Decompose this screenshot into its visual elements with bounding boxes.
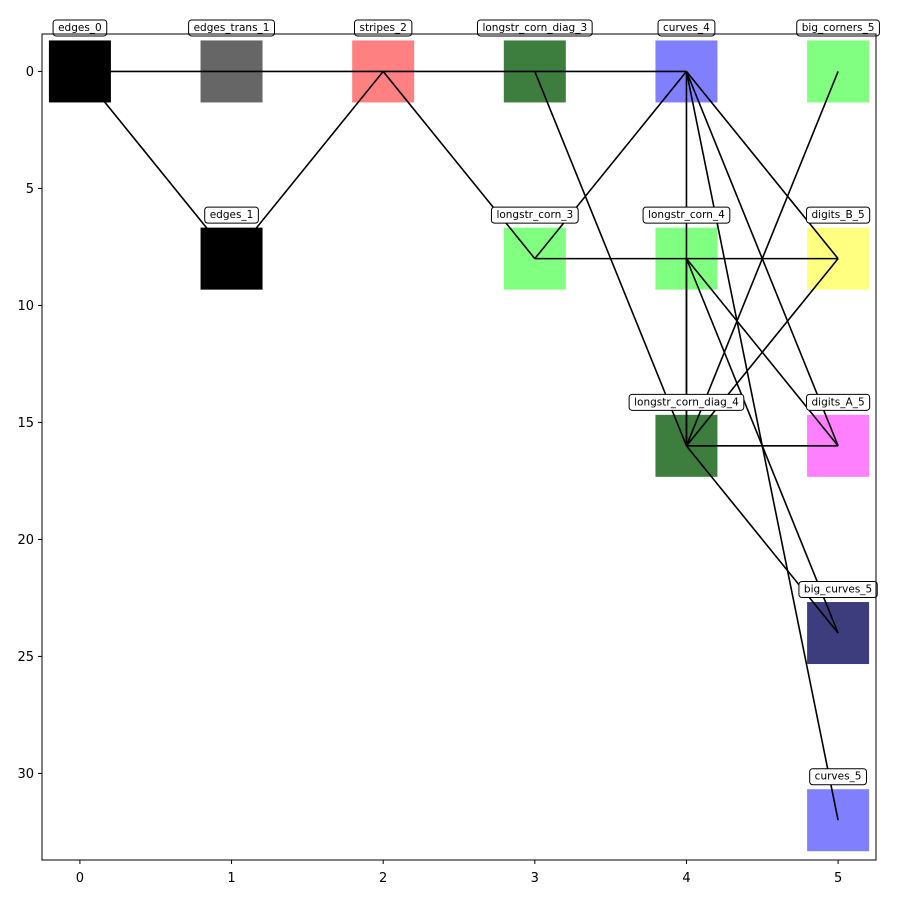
node-label-edges_trans_1: edges_trans_1 (188, 19, 275, 37)
node-label-longstr_corn_3: longstr_corn_3 (490, 206, 579, 224)
node-label-text: edges_1 (210, 209, 254, 221)
x-tick-label: 2 (379, 871, 387, 886)
y-tick-label: 30 (17, 767, 34, 782)
node-label-box (476, 19, 593, 37)
node-label-box (642, 206, 731, 224)
node-label-text: digits_B_5 (812, 209, 865, 221)
x-tick-label: 3 (531, 871, 539, 886)
node-label-edges_0: edges_0 (52, 19, 108, 37)
y-tick-label: 0 (26, 65, 34, 80)
node-label-text: longstr_corn_4 (648, 209, 725, 221)
node-label-text: longstr_corn_3 (496, 209, 573, 221)
node-label-digits_A_5: digits_A_5 (806, 393, 871, 411)
node-label-box (806, 206, 871, 224)
x-axis: 0 1 2 3 4 5 (76, 860, 842, 886)
edge-longstr_corn_3-to-curves_4 (534, 70, 688, 260)
node-label-text: big_corners_5 (802, 22, 875, 34)
node-label-box (796, 19, 880, 37)
plot-frame (41, 33, 877, 861)
edge-longstr_corn_diag_4-to-big_corners_5 (685, 71, 839, 447)
node-label-box (806, 393, 871, 411)
y-tick-label: 25 (17, 650, 34, 665)
y-axis: 0 5 10 15 20 25 30 (17, 65, 42, 782)
node-label-box (188, 19, 275, 37)
y-tick-label: 15 (17, 416, 34, 431)
x-tick-label: 1 (227, 871, 235, 886)
node-label-digits_B_5: digits_B_5 (806, 206, 871, 224)
node-label-box (490, 206, 579, 224)
node-label-stripes_2: stripes_2 (354, 19, 413, 37)
edge-stripes_2-to-longstr_corn_3 (382, 70, 536, 260)
node-label-curves_5: curves_5 (809, 768, 868, 786)
node-label-box (52, 19, 108, 37)
node-square-edges_1 (200, 227, 263, 290)
node-label-text: digits_A_5 (812, 396, 865, 408)
node-label-text: edges_trans_1 (194, 22, 270, 34)
y-tick-label: 10 (17, 299, 34, 314)
node-label-text: stripes_2 (360, 22, 407, 34)
node-label-box (798, 581, 878, 599)
edge-edges_1-to-stripes_2 (230, 70, 384, 260)
node-label-box (809, 768, 868, 786)
node-label-longstr_corn_diag_3: longstr_corn_diag_3 (476, 19, 593, 37)
node-label-box (204, 206, 259, 224)
edge-longstr_corn_diag_4-to-digits_B_5 (685, 258, 839, 447)
y-tick-label: 5 (26, 182, 34, 197)
edges-layer (79, 70, 839, 821)
edge-edges_0-to-edges_1 (79, 70, 233, 260)
node-label-text: longstr_corn_diag_3 (482, 22, 587, 34)
node-label-edges_1: edges_1 (204, 206, 259, 224)
y-tick-label: 20 (17, 533, 34, 548)
edge-longstr_corn_diag_4-to-big_curves_5 (685, 445, 839, 634)
x-tick-label: 4 (682, 871, 690, 886)
node-label-box (354, 19, 413, 37)
edge-curves_4-to-digits_B_5 (685, 70, 839, 260)
x-tick-label: 5 (834, 871, 842, 886)
node-label-curves_4: curves_4 (657, 19, 716, 37)
node-label-text: curves_4 (663, 22, 710, 34)
node-label-big_curves_5: big_curves_5 (798, 581, 878, 599)
node-label-box (628, 393, 745, 411)
node-label-big_corners_5: big_corners_5 (796, 19, 880, 37)
node-label-box (657, 19, 716, 37)
node-label-longstr_corn_diag_4: longstr_corn_diag_4 (628, 393, 745, 411)
node-label-longstr_corn_4: longstr_corn_4 (642, 206, 731, 224)
x-tick-label: 0 (76, 871, 84, 886)
node-label-text: curves_5 (815, 771, 862, 783)
node-label-text: edges_0 (58, 22, 102, 34)
node-label-text: longstr_corn_diag_4 (634, 396, 739, 408)
node-label-text: big_curves_5 (804, 584, 872, 596)
